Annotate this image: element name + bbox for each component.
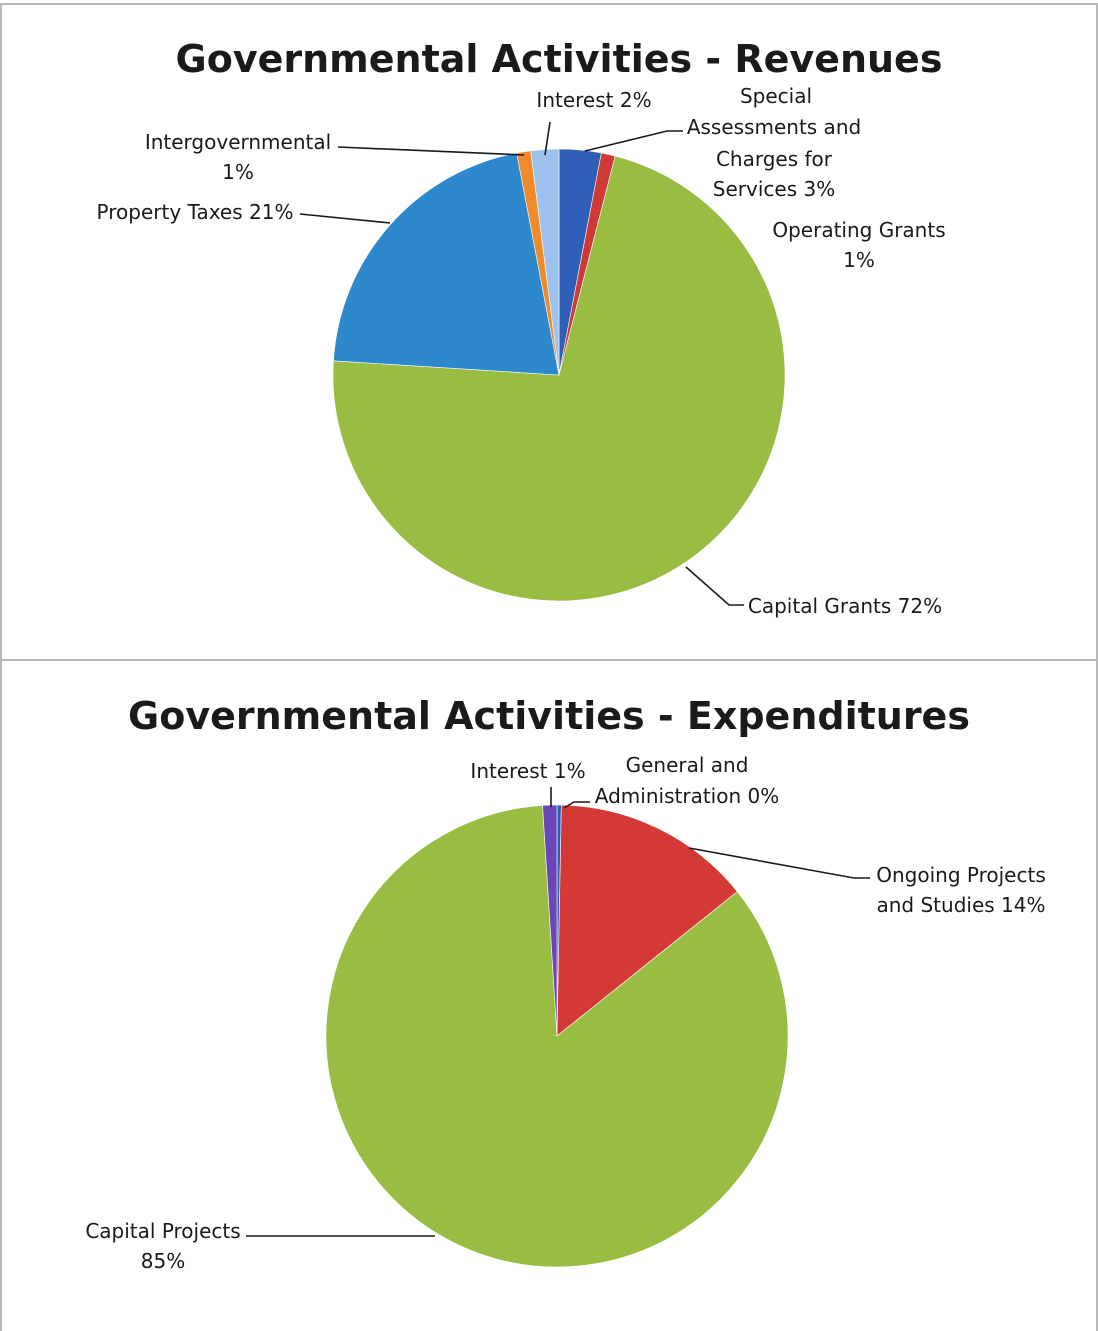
label-general: Administration 0% bbox=[595, 784, 779, 808]
label-interest: Interest 2% bbox=[536, 88, 651, 112]
label-general: General and bbox=[626, 753, 749, 777]
pie-slice-capital-grants bbox=[332, 155, 786, 602]
label-capital-grants: Capital Grants 72% bbox=[748, 594, 942, 618]
label-interest: Interest 1% bbox=[470, 759, 585, 783]
label-operating: Operating Grants bbox=[772, 218, 945, 242]
leader-line bbox=[299, 213, 391, 224]
pie-slice-capital-projects bbox=[325, 805, 789, 1268]
expenditures-pie-chart: Governmental Activities - Expenditures I… bbox=[85, 694, 1046, 1273]
pie-slice-ongoing-projects-and-studies bbox=[556, 804, 738, 1037]
leader-line bbox=[337, 146, 525, 156]
pie-slice-interest bbox=[542, 804, 558, 1037]
leader-line bbox=[563, 801, 590, 809]
leader-line bbox=[544, 121, 551, 156]
pie-slice-property-taxes bbox=[333, 152, 560, 376]
pie-slice-interest bbox=[530, 148, 560, 376]
label-special: Special bbox=[740, 84, 812, 108]
label-property-taxes: Property Taxes 21% bbox=[97, 200, 294, 224]
chart-title: Governmental Activities - Expenditures bbox=[128, 694, 970, 738]
label-ongoing: and Studies 14% bbox=[877, 893, 1046, 917]
leader-line bbox=[688, 847, 870, 879]
leader-line bbox=[685, 566, 744, 606]
label-capital-projects: Capital Projects bbox=[85, 1219, 240, 1243]
label-operating: 1% bbox=[843, 248, 875, 272]
label-special: Services 3% bbox=[713, 177, 835, 201]
label-capital-projects: 85% bbox=[141, 1249, 185, 1273]
chart-title: Governmental Activities - Revenues bbox=[176, 37, 943, 81]
label-ongoing: Ongoing Projects bbox=[876, 863, 1045, 887]
label-intergovernmental: 1% bbox=[222, 160, 254, 184]
revenues-chart-panel: Governmental Activities - Revenues Inter… bbox=[0, 3, 1098, 661]
expenditures-chart-panel: Governmental Activities - Expenditures I… bbox=[0, 661, 1098, 1331]
label-special: Charges for bbox=[716, 147, 833, 171]
leader-line bbox=[584, 130, 683, 152]
revenues-pie-chart: Governmental Activities - Revenues Inter… bbox=[97, 37, 946, 618]
label-intergovernmental: Intergovernmental bbox=[145, 130, 331, 154]
label-special: Assessments and bbox=[687, 115, 861, 139]
